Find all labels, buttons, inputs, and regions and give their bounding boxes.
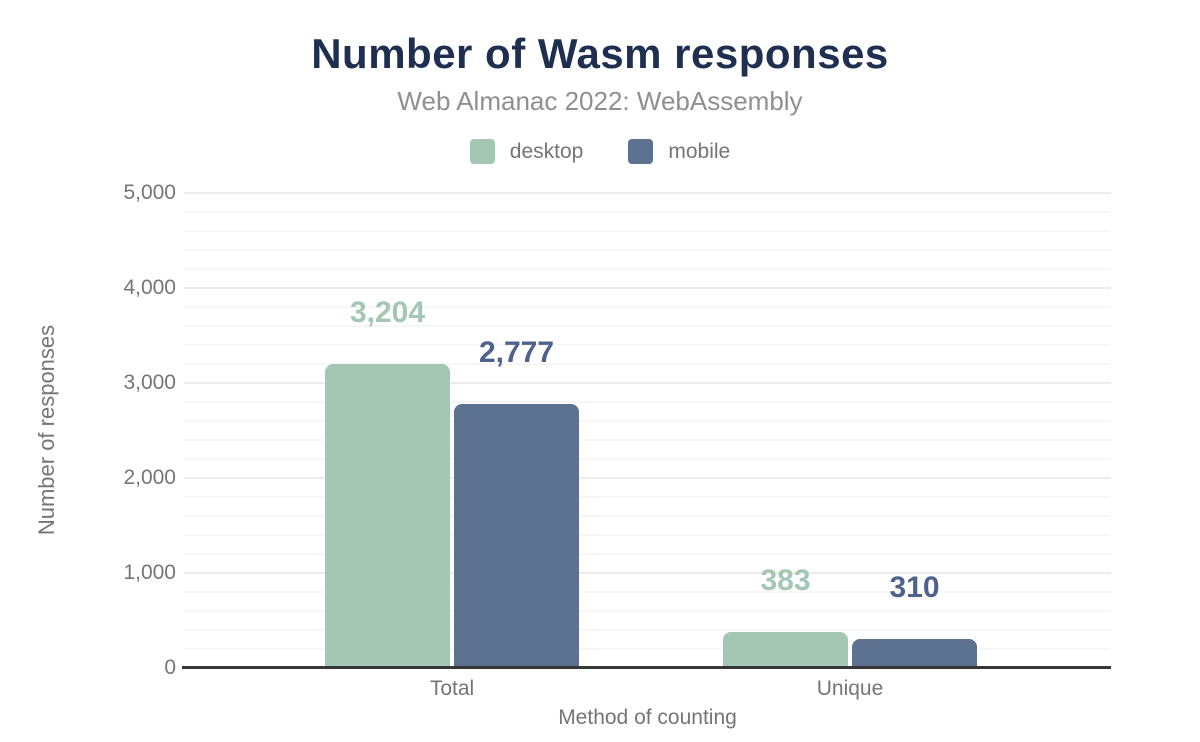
gridline-minor	[184, 496, 1111, 498]
x-axis-line	[182, 666, 1111, 669]
y-tick-label: 0	[164, 656, 176, 679]
gridline-minor	[184, 306, 1111, 308]
bar-mobile-unique[interactable]	[852, 638, 977, 668]
legend-label-desktop: desktop	[509, 139, 584, 163]
value-label-mobile-unique: 310	[889, 570, 940, 604]
gridline-minor	[184, 249, 1111, 251]
legend-swatch-desktop	[469, 139, 495, 164]
y-axis-tick-labels: 0 1,000 2,000 3,000 4,000 5,000	[0, 181, 176, 679]
gridline-major	[184, 192, 1111, 194]
chart-subtitle: Web Almanac 2022: WebAssembly	[397, 86, 803, 116]
x-axis-title: Method of counting	[558, 706, 737, 729]
gridline-major	[184, 572, 1111, 574]
gridline-minor	[184, 629, 1111, 631]
value-label-desktop-unique: 383	[760, 563, 811, 597]
bar-mobile-total[interactable]	[454, 404, 579, 668]
gridline-minor	[184, 591, 1111, 593]
gridline-minor	[184, 268, 1111, 270]
value-label-mobile-total: 2,777	[478, 336, 555, 370]
legend-item-desktop[interactable]: desktop	[469, 139, 584, 164]
gridline-major	[184, 382, 1111, 384]
gridline-minor	[184, 534, 1111, 536]
legend-swatch-mobile	[628, 139, 654, 164]
chart-legend: desktop mobile	[0, 139, 1200, 164]
gridline-minor	[184, 553, 1111, 555]
gridline-minor	[184, 420, 1111, 422]
gridline-minor	[184, 211, 1111, 213]
gridline-minor	[184, 648, 1111, 650]
gridline-major	[184, 477, 1111, 479]
plot-area: 3,204 2,777 383 310	[182, 192, 1111, 669]
y-tick-label: 4,000	[123, 276, 176, 299]
gridline-minor	[184, 401, 1111, 403]
legend-item-mobile[interactable]: mobile	[628, 139, 730, 164]
x-tick-label-total: Total	[429, 677, 475, 700]
y-tick-label: 3,000	[123, 371, 176, 394]
bar-desktop-total[interactable]	[325, 363, 450, 668]
gridline-major	[184, 287, 1111, 289]
y-tick-label: 2,000	[123, 466, 176, 489]
bar-desktop-unique[interactable]	[723, 631, 848, 668]
y-tick-label: 1,000	[123, 561, 176, 584]
value-label-desktop-total: 3,204	[349, 295, 426, 329]
x-tick-label-unique: Unique	[816, 677, 884, 700]
gridline-minor	[184, 325, 1111, 327]
gridline-minor	[184, 230, 1111, 232]
gridline-minor	[184, 458, 1111, 460]
gridline-minor	[184, 439, 1111, 441]
y-tick-label: 5,000	[123, 181, 176, 204]
gridline-minor	[184, 344, 1111, 346]
x-axis-tick-labels: Total Unique	[184, 677, 1111, 703]
legend-label-mobile: mobile	[668, 139, 731, 163]
gridline-minor	[184, 610, 1111, 612]
chart-title: Number of Wasm responses	[311, 30, 889, 77]
gridline-minor	[184, 515, 1111, 517]
gridline-minor	[184, 363, 1111, 365]
